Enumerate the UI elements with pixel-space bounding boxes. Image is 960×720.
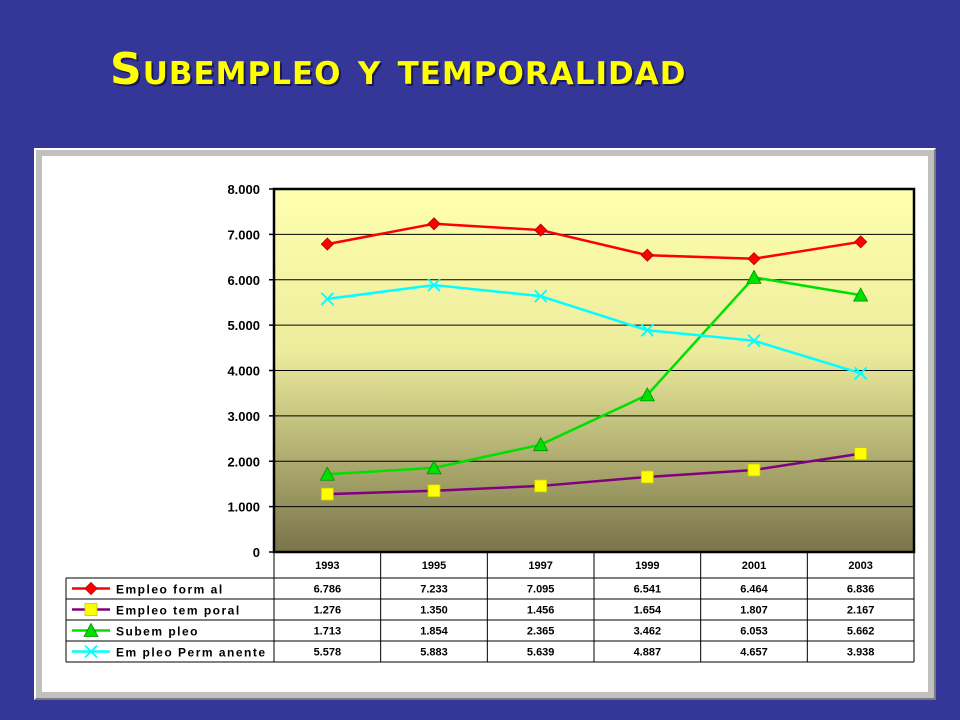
line-chart: 0 1.000 2.000 3.000 4.000 5.000 6.000 7.000 8.00… [65, 182, 916, 663]
x-category-label: 1993 [315, 560, 339, 572]
data-label: 6.053 [740, 626, 768, 638]
chart-area: 0 1.000 2.000 3.000 4.000 5.000 6.000 7.000 8.00… [42, 156, 928, 692]
data-label: 6.464 [740, 584, 768, 596]
data-label: 7.095 [527, 584, 555, 596]
series-line-4 [327, 283, 862, 375]
x-marker-stroke [747, 334, 761, 348]
data-point [747, 334, 761, 348]
data-label: 1.854 [420, 626, 448, 638]
data-label: 1.807 [740, 605, 768, 617]
data-label: 4.657 [740, 647, 768, 659]
data-point [746, 269, 762, 284]
slide-title: Subempleo y temporalidad [110, 44, 687, 95]
y-tick-label: 6.000 [227, 273, 260, 288]
data-label: 4.887 [634, 647, 662, 659]
y-tick-label: 7.000 [227, 227, 260, 242]
y-tick-label: 4.000 [227, 364, 260, 379]
x-marker-stroke [427, 278, 441, 292]
legend-entry: Empleo tem poral [116, 604, 241, 618]
x-marker-stroke [534, 289, 548, 303]
x-category-label: 2003 [848, 560, 872, 572]
data-point [319, 466, 336, 481]
data-point [854, 447, 868, 461]
y-tick-label: 1.000 [227, 500, 260, 515]
data-point [427, 278, 441, 292]
data-label: 2.365 [527, 626, 555, 638]
data-label: 3.938 [847, 647, 875, 659]
data-point [747, 252, 761, 266]
data-point [854, 235, 868, 249]
data-point [534, 223, 548, 237]
x-marker-stroke [84, 644, 98, 659]
data-point [640, 470, 654, 484]
data-point [639, 387, 656, 402]
data-point [320, 237, 334, 251]
data-label: 1.350 [420, 605, 448, 617]
series-line-3 [327, 276, 861, 476]
data-label: 6.786 [314, 584, 342, 596]
data-point [534, 479, 548, 493]
data-point [640, 323, 654, 337]
data-point [532, 436, 549, 452]
data-point [427, 484, 441, 498]
y-tick-label: 8.000 [227, 182, 260, 197]
x-category-label: 1999 [635, 560, 659, 572]
data-label: 1.276 [314, 605, 342, 617]
y-tick-label: 3.000 [227, 409, 260, 424]
data-label: 7.233 [420, 584, 448, 596]
x-category-label: 2001 [742, 560, 766, 572]
x-marker-stroke [640, 323, 654, 337]
data-point [320, 292, 334, 306]
data-point [426, 460, 442, 475]
y-tick-label: 5.000 [227, 318, 260, 333]
legend-key-marker [84, 644, 98, 659]
y-tick-label: 2.000 [227, 454, 260, 469]
data-point [640, 248, 654, 262]
legend-entry: Subem pleo [116, 625, 199, 639]
y-tick-label: 0 [253, 545, 260, 560]
x-marker-stroke [320, 292, 334, 306]
legend-key-marker [83, 622, 99, 637]
chart-frame: 0 1.000 2.000 3.000 4.000 5.000 6.000 7.000 8.00… [34, 148, 936, 700]
series-line-1 [327, 222, 861, 260]
legend-key-marker [84, 581, 98, 596]
data-label: 1.654 [634, 605, 662, 617]
x-category-label: 1997 [528, 560, 552, 572]
data-label: 5.639 [527, 647, 555, 659]
data-label: 2.167 [847, 605, 875, 617]
data-label: 5.883 [420, 647, 448, 659]
legend-key-marker [84, 603, 98, 616]
data-label: 5.662 [847, 626, 875, 638]
data-point [427, 217, 441, 231]
x-category-label: 1995 [422, 560, 446, 572]
legend-entry: Em pleo Perm anente [116, 646, 267, 660]
data-point [534, 289, 548, 303]
legend-entry: Empleo form al [116, 583, 224, 597]
data-point [747, 463, 761, 477]
data-label: 6.836 [847, 584, 875, 596]
data-label: 5.578 [314, 647, 342, 659]
data-point [320, 487, 334, 501]
data-point [852, 287, 869, 302]
data-label: 6.541 [634, 584, 662, 596]
series-line-2 [327, 452, 861, 496]
data-label: 1.713 [314, 626, 342, 638]
data-point [854, 366, 868, 380]
x-marker-stroke [854, 366, 868, 380]
data-label: 3.462 [634, 626, 662, 638]
data-label: 1.456 [527, 605, 555, 617]
